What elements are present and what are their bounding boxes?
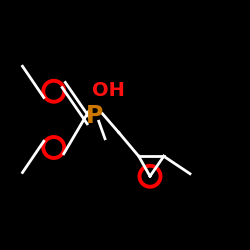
Text: OH: OH [92,80,125,100]
Text: P: P [86,104,104,128]
Circle shape [47,84,61,98]
Circle shape [47,140,61,154]
Circle shape [143,169,157,183]
